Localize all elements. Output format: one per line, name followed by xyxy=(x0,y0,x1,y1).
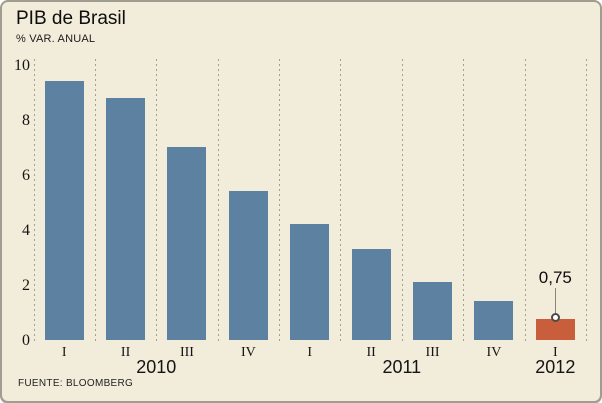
quarter-label: II xyxy=(366,345,376,360)
year-label: 2010 xyxy=(136,357,177,377)
bar-2011-IV xyxy=(474,301,514,340)
gridline xyxy=(586,59,587,342)
y-tick-label: 2 xyxy=(22,276,30,294)
bar-2010-IV xyxy=(228,191,268,340)
year-label: 2012 xyxy=(535,357,576,377)
annotation-label: 0,75 xyxy=(538,268,572,287)
gridline xyxy=(217,59,219,342)
quarter-label: II xyxy=(120,345,131,360)
bar-2011-III xyxy=(413,281,453,340)
quarter-label: IV xyxy=(240,345,256,360)
gridline xyxy=(463,59,465,342)
gridline xyxy=(94,59,96,342)
bar-2010-I xyxy=(44,81,84,340)
gridline xyxy=(524,59,526,342)
quarter-label: I xyxy=(61,345,67,360)
y-tick-label: 0 xyxy=(22,331,30,349)
gridline xyxy=(279,59,281,342)
quarter-label: I xyxy=(307,345,313,360)
y-tick-label: 8 xyxy=(22,111,30,129)
y-tick-label: 6 xyxy=(22,166,30,184)
annotation-line xyxy=(555,288,557,317)
quarter-label: IV xyxy=(486,345,502,360)
y-tick-label: 4 xyxy=(22,221,30,239)
y-tick-label: 10 xyxy=(14,56,30,74)
quarter-label: III xyxy=(425,345,440,360)
source-label: FUENTE: BLOOMBERG xyxy=(18,378,134,389)
bar-2011-II xyxy=(351,248,391,340)
gridline xyxy=(340,59,342,342)
gridline xyxy=(33,59,35,342)
chart-title: PIB de Brasil xyxy=(16,8,126,29)
gridline xyxy=(156,59,158,342)
bar-2010-III xyxy=(167,147,207,340)
bar-2012-I xyxy=(535,318,575,340)
chart-subtitle: % VAR. ANUAL xyxy=(16,33,96,45)
quarter-label: III xyxy=(179,345,194,360)
gridline xyxy=(401,59,403,342)
year-label: 2011 xyxy=(382,357,422,377)
bar-2011-I xyxy=(290,224,330,340)
annotation-marker xyxy=(551,312,561,322)
quarter-label: I xyxy=(552,345,558,360)
bar-2010-II xyxy=(106,97,146,340)
